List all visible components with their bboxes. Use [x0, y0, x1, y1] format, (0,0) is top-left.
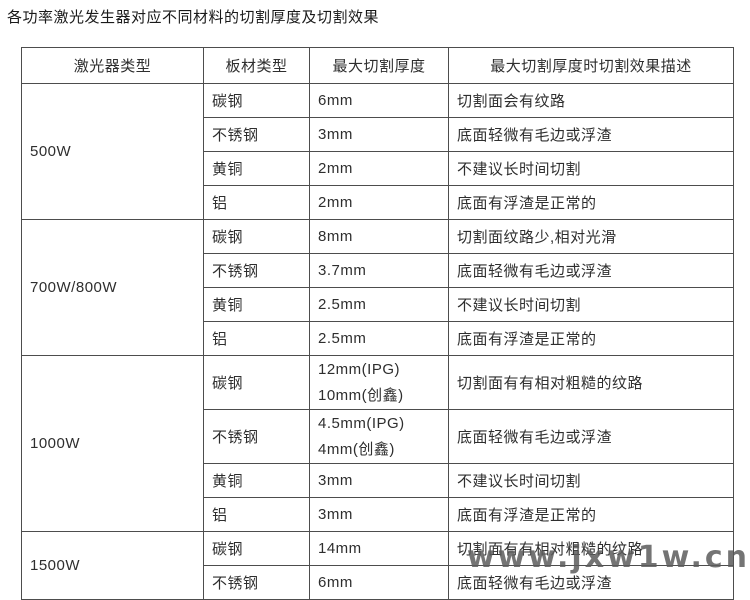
material-cell: 不锈钢	[203, 409, 310, 464]
table-row: 700W/800W 碳钢 8mm 切割面纹路少,相对光滑	[21, 219, 734, 356]
material-cell: 铝	[203, 321, 310, 356]
table-row: 黄铜 2mm 不建议长时间切割	[22, 151, 734, 186]
effect-cell: 底面轻微有毛边或浮渣	[448, 565, 734, 600]
laser-type-500w: 500W	[21, 83, 204, 220]
effect-cell: 切割面纹路少,相对光滑	[448, 219, 734, 254]
laser-cutting-table: 激光器类型 板材类型 最大切割厚度 最大切割厚度时切割效果描述 500W 碳钢 …	[21, 47, 734, 600]
table-row: 黄铜 2.5mm 不建议长时间切割	[22, 287, 734, 322]
effect-cell: 底面轻微有毛边或浮渣	[448, 409, 734, 464]
material-cell: 不锈钢	[203, 253, 310, 288]
effect-cell: 切割面有有相对粗糙的纹路	[448, 355, 734, 410]
table-row: 铝 2.5mm 底面有浮渣是正常的	[22, 321, 734, 356]
thickness-cell: 2.5mm	[309, 321, 449, 356]
effect-cell: 切割面有有相对粗糙的纹路	[448, 531, 734, 566]
effect-cell: 不建议长时间切割	[448, 287, 734, 322]
thickness-cell: 6mm	[309, 83, 449, 118]
effect-cell: 不建议长时间切割	[448, 463, 734, 498]
page-title: 各功率激光发生器对应不同材料的切割厚度及切割效果	[7, 9, 380, 26]
effect-cell: 不建议长时间切割	[448, 151, 734, 186]
thickness-cell: 6mm	[309, 565, 449, 600]
effect-cell: 切割面会有纹路	[448, 83, 734, 118]
thickness-cell: 12mm(IPG) 10mm(创鑫)	[309, 355, 449, 410]
thickness-cell: 14mm	[309, 531, 449, 566]
thickness-cell: 4.5mm(IPG) 4mm(创鑫)	[309, 409, 449, 464]
effect-cell: 底面轻微有毛边或浮渣	[448, 253, 734, 288]
table-row: 不锈钢 6mm 底面轻微有毛边或浮渣	[22, 565, 734, 600]
col-header-max-thickness: 最大切割厚度	[309, 47, 449, 84]
table-row: 铝 2mm 底面有浮渣是正常的	[22, 185, 734, 220]
table-row: 不锈钢 3mm 底面轻微有毛边或浮渣	[22, 117, 734, 152]
thickness-cell: 3mm	[309, 117, 449, 152]
material-cell: 碳钢	[203, 83, 310, 118]
effect-cell: 底面有浮渣是正常的	[448, 185, 734, 220]
table-row: 1500W 碳钢 14mm 切割面有有相对粗糙的纹路	[21, 531, 734, 600]
material-cell: 黄铜	[203, 287, 310, 322]
col-header-laser-type: 激光器类型	[21, 47, 204, 84]
effect-cell: 底面有浮渣是正常的	[448, 321, 734, 356]
thickness-cell: 3mm	[309, 497, 449, 532]
thickness-cell: 3mm	[309, 463, 449, 498]
material-cell: 碳钢	[203, 531, 310, 566]
material-cell: 碳钢	[203, 219, 310, 254]
material-cell: 碳钢	[203, 355, 310, 410]
material-cell: 铝	[203, 185, 310, 220]
laser-type-700w-800w: 700W/800W	[21, 219, 204, 356]
effect-cell: 底面有浮渣是正常的	[448, 497, 734, 532]
material-cell: 不锈钢	[203, 117, 310, 152]
table-row: 铝 3mm 底面有浮渣是正常的	[22, 497, 734, 532]
thickness-cell: 8mm	[309, 219, 449, 254]
thickness-cell: 2mm	[309, 185, 449, 220]
table-header-row: 激光器类型 板材类型 最大切割厚度 最大切割厚度时切割效果描述	[21, 47, 734, 84]
laser-type-1000w: 1000W	[21, 355, 204, 532]
thickness-cell: 2mm	[309, 151, 449, 186]
laser-type-1500w: 1500W	[21, 531, 204, 600]
effect-cell: 底面轻微有毛边或浮渣	[448, 117, 734, 152]
material-cell: 黄铜	[203, 151, 310, 186]
material-cell: 黄铜	[203, 463, 310, 498]
table-row: 1000W 碳钢 12mm(IPG) 10mm(创鑫) 切割面有有相对粗糙的纹路	[21, 355, 734, 532]
table-row: 黄铜 3mm 不建议长时间切割	[22, 463, 734, 498]
thickness-cell: 2.5mm	[309, 287, 449, 322]
table-row: 不锈钢 4.5mm(IPG) 4mm(创鑫) 底面轻微有毛边或浮渣	[22, 409, 734, 464]
material-cell: 不锈钢	[203, 565, 310, 600]
table-row: 500W 碳钢 6mm 切割面会有纹路	[21, 83, 734, 220]
table-row: 不锈钢 3.7mm 底面轻微有毛边或浮渣	[22, 253, 734, 288]
thickness-cell: 3.7mm	[309, 253, 449, 288]
col-header-material-type: 板材类型	[203, 47, 310, 84]
col-header-effect-desc: 最大切割厚度时切割效果描述	[448, 47, 734, 84]
material-cell: 铝	[203, 497, 310, 532]
